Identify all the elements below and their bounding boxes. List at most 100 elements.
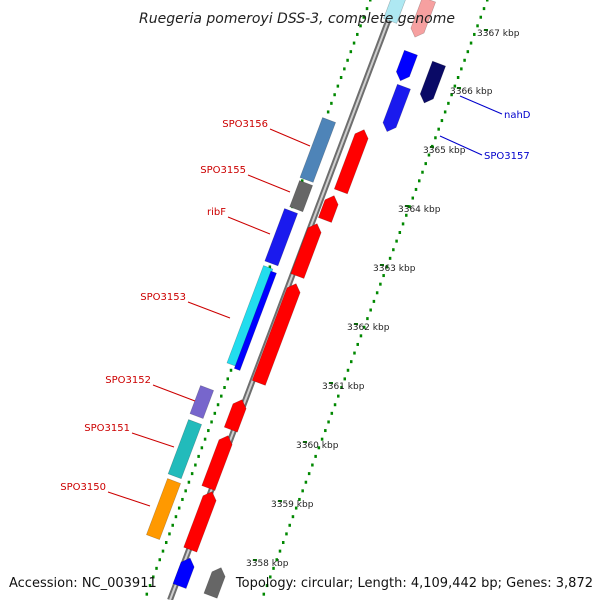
gc-dot — [379, 282, 382, 286]
gene-block-top-right — [410, 0, 437, 38]
gc-dot — [145, 592, 149, 596]
accession-text: Accession: NC_003911 — [9, 576, 157, 591]
gene-leader-line — [152, 384, 196, 402]
gc-dot — [161, 549, 165, 553]
gc-dot — [213, 411, 217, 415]
gene-label-spo3155: SPO3155 — [200, 165, 246, 176]
gc-dot — [181, 497, 184, 501]
gc-dot — [229, 368, 233, 372]
gc-dot — [447, 101, 450, 105]
gene-label-spo3157: SPO3157 — [484, 151, 530, 162]
gc-dot — [372, 299, 376, 303]
gc-dot — [437, 127, 440, 131]
gc-dot — [190, 472, 194, 476]
gc-dot — [223, 386, 226, 390]
gc-dot — [197, 454, 200, 458]
gc-dot — [427, 153, 431, 157]
gc-dot — [356, 342, 359, 346]
gc-dot — [405, 213, 408, 217]
forward-strand-arrow — [251, 283, 301, 386]
gc-dot — [482, 7, 486, 11]
gc-dot — [369, 0, 372, 2]
gene-label-spo3156: SPO3156 — [222, 119, 268, 130]
gc-dot — [336, 84, 340, 88]
gc-dot — [385, 265, 389, 269]
gc-dot — [346, 368, 350, 372]
gc-dot — [440, 119, 444, 123]
gc-dot — [411, 196, 415, 200]
gc-dot — [434, 136, 437, 140]
gc-dot — [349, 360, 353, 364]
kbp-label: 3367 kbp — [477, 29, 520, 39]
gene-block-spo3157 — [382, 83, 411, 133]
gc-dot — [352, 41, 356, 45]
gc-dot — [152, 575, 155, 579]
gc-dot — [226, 377, 230, 381]
gc-dot — [469, 41, 473, 45]
gene-block-bottom-blue — [172, 557, 195, 589]
gene-leader-line — [187, 301, 231, 319]
gc-dot — [456, 76, 460, 80]
gc-dot — [450, 93, 453, 97]
gene-block-nahd — [419, 60, 447, 104]
gc-dot — [339, 76, 343, 80]
gc-dot — [476, 24, 479, 28]
gene-block-top-left — [383, 0, 406, 24]
gc-dot — [395, 239, 398, 243]
gene-block-bottom-gray — [203, 567, 226, 599]
gc-dot — [362, 325, 366, 329]
gc-dot — [288, 523, 291, 527]
gc-dot — [414, 187, 418, 191]
kbp-label: 3358 kbp — [246, 559, 289, 569]
gc-dot — [187, 480, 191, 484]
gene-leader-line — [439, 135, 483, 156]
gene-leader-line — [269, 128, 311, 147]
gene-block-ribf — [264, 208, 299, 267]
gc-dot — [382, 274, 385, 278]
gene-leader-line — [131, 432, 175, 448]
gc-dot — [424, 162, 427, 166]
gc-dot — [317, 446, 321, 450]
gc-dot — [324, 429, 327, 433]
forward-strand-arrow — [223, 399, 247, 433]
gene-label-spo3152: SPO3152 — [105, 375, 151, 386]
gc-dot — [330, 411, 334, 415]
gene-leader-line — [459, 95, 503, 115]
gc-dot — [417, 179, 421, 183]
gc-dot — [443, 110, 447, 114]
gc-dot — [268, 265, 272, 269]
forward-strand-arrow — [317, 195, 339, 223]
gc-dot — [453, 84, 457, 88]
gc-dot — [401, 222, 405, 226]
gene-label-spo3153: SPO3153 — [140, 292, 186, 303]
gc-dot — [158, 558, 162, 562]
gc-dot — [220, 394, 223, 398]
gc-dot — [200, 446, 204, 450]
gc-dot — [398, 231, 402, 235]
gc-dot — [326, 110, 330, 114]
gc-dot — [272, 566, 275, 570]
gc-dot — [294, 506, 298, 510]
gene-label-nahd: nahD — [504, 110, 531, 121]
gc-dot — [207, 429, 210, 433]
gc-dot — [265, 584, 269, 588]
kbp-label: 3365 kbp — [423, 146, 466, 156]
gc-dot — [184, 489, 187, 493]
gene-label-spo3151: SPO3151 — [84, 423, 130, 434]
gc-dot — [375, 291, 379, 295]
gc-dot — [365, 7, 369, 11]
gc-dot — [408, 205, 411, 209]
gc-dot — [177, 506, 181, 510]
gc-dot — [300, 179, 304, 183]
gc-dot — [148, 584, 152, 588]
gc-dot — [392, 248, 395, 252]
kbp-scale: 3358 kbp 3359 kbp 3360 kbp 3361 kbp 3362 kbp… — [246, 29, 520, 569]
forward-strand-arrow — [183, 491, 217, 553]
gc-dot — [353, 351, 356, 355]
gc-dot — [349, 50, 353, 54]
gc-dot — [168, 532, 171, 536]
gene-features — [146, 0, 447, 599]
gc-dot — [337, 394, 340, 398]
kbp-label: 3364 kbp — [398, 205, 441, 215]
gc-dot — [343, 67, 346, 71]
